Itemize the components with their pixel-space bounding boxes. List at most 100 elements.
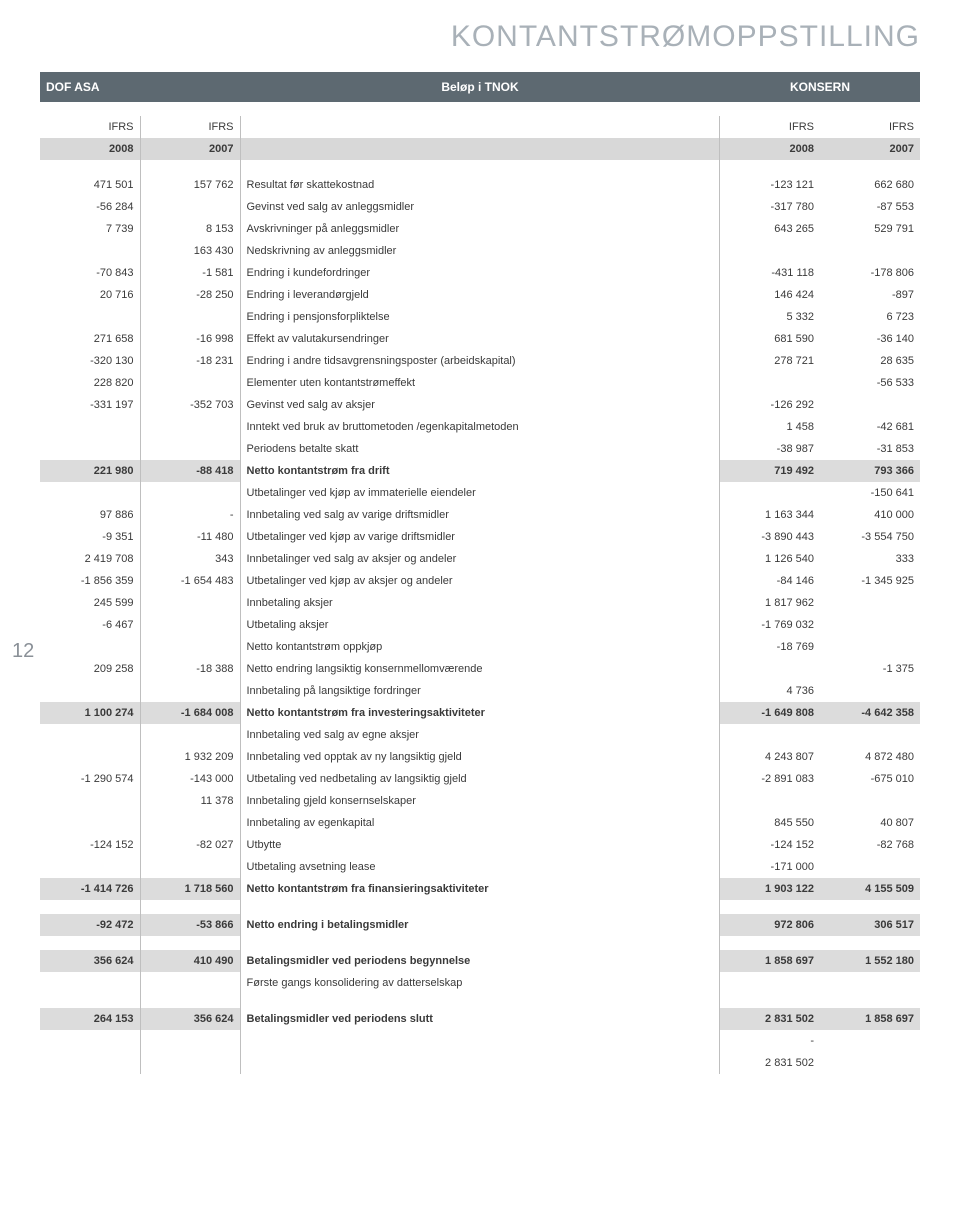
cell-c4: 662 680	[820, 174, 920, 196]
cell-desc: Betalingsmidler ved periodens slutt	[240, 1008, 720, 1030]
cell-c2	[140, 680, 240, 702]
table-row: 245 599Innbetaling aksjer1 817 962	[40, 592, 920, 614]
cell-c1: -320 130	[40, 350, 140, 372]
table-row: Periodens betalte skatt-38 987-31 853	[40, 438, 920, 460]
cell-c1	[40, 972, 140, 994]
table-row: Inntekt ved bruk av bruttometoden /egenk…	[40, 416, 920, 438]
cell-c4: -4 642 358	[820, 702, 920, 724]
table-row	[40, 994, 920, 1008]
cell-c1: 356 624	[40, 950, 140, 972]
table-row: -	[40, 1030, 920, 1052]
cell-c4: 793 366	[820, 460, 920, 482]
cell-c2	[140, 724, 240, 746]
cell-desc: Netto endring langsiktig konsernmellomvæ…	[240, 658, 720, 680]
cell-desc: Utbetaling ved nedbetaling av langsiktig…	[240, 768, 720, 790]
cell-c1: -331 197	[40, 394, 140, 416]
cell-c3: -123 121	[720, 174, 820, 196]
cell-c4: -3 554 750	[820, 526, 920, 548]
cell-desc: Netto endring i betalingsmidler	[240, 914, 720, 936]
cell-desc: Utbetalinger ved kjøp av aksjer og andel…	[240, 570, 720, 592]
cell-c4: 28 635	[820, 350, 920, 372]
cell-c4	[820, 614, 920, 636]
year-2008: 2008	[720, 138, 820, 160]
cell-c2: 1 718 560	[140, 878, 240, 900]
cell-c2: 157 762	[140, 174, 240, 196]
table-row: 11 378Innbetaling gjeld konsernselskaper	[40, 790, 920, 812]
table-row: -6 467Utbetaling aksjer-1 769 032	[40, 614, 920, 636]
table-row: Utbetalinger ved kjøp av immaterielle ei…	[40, 482, 920, 504]
table-row: Første gangs konsolidering av dattersels…	[40, 972, 920, 994]
cell-c3	[720, 724, 820, 746]
cell-c4: 1 552 180	[820, 950, 920, 972]
cell-c4	[820, 1052, 920, 1074]
ifrs-label: IFRS	[140, 116, 240, 138]
table-row: 209 258-18 388Netto endring langsiktig k…	[40, 658, 920, 680]
cell-c1: -124 152	[40, 834, 140, 856]
cell-c3: -124 152	[720, 834, 820, 856]
cell-c1	[40, 790, 140, 812]
cell-c1	[40, 636, 140, 658]
table-row: 228 820Elementer uten kontantstrømeffekt…	[40, 372, 920, 394]
cell-desc: Innbetaling på langsiktige fordringer	[240, 680, 720, 702]
year-2008: 2008	[40, 138, 140, 160]
cell-c1: -70 843	[40, 262, 140, 284]
cell-c3	[720, 658, 820, 680]
cell-c1	[40, 306, 140, 328]
cell-c4: 6 723	[820, 306, 920, 328]
table-row	[40, 936, 920, 950]
table-row: 7 7398 153Avskrivninger på anleggsmidler…	[40, 218, 920, 240]
cell-c2: -143 000	[140, 768, 240, 790]
page-title: KONTANTSTRØMOPPSTILLING	[40, 20, 920, 54]
cell-c1: 471 501	[40, 174, 140, 196]
cell-c1: 2 419 708	[40, 548, 140, 570]
cell-c4: -675 010	[820, 768, 920, 790]
cell-c4: 4 155 509	[820, 878, 920, 900]
cell-c2: 11 378	[140, 790, 240, 812]
cell-c1: -1 856 359	[40, 570, 140, 592]
cell-c4: -56 533	[820, 372, 920, 394]
cell-c3: -1 769 032	[720, 614, 820, 636]
cell-c1	[40, 724, 140, 746]
cell-c2: 8 153	[140, 218, 240, 240]
table-row: 1 100 274-1 684 008Netto kontantstrøm fr…	[40, 702, 920, 724]
table-row: Innbetaling på langsiktige fordringer4 7…	[40, 680, 920, 702]
cell-c3: 278 721	[720, 350, 820, 372]
cell-c4	[820, 592, 920, 614]
cell-c1: -1 414 726	[40, 878, 140, 900]
cell-c3: -126 292	[720, 394, 820, 416]
table-row: 2 419 708343Innbetalinger ved salg av ak…	[40, 548, 920, 570]
cell-c3: -38 987	[720, 438, 820, 460]
table-row: 97 886-Innbetaling ved salg av varige dr…	[40, 504, 920, 526]
cell-c2: -1 581	[140, 262, 240, 284]
cell-c1	[40, 680, 140, 702]
cell-c1: 7 739	[40, 218, 140, 240]
cell-c3: -18 769	[720, 636, 820, 658]
cell-c3: 1 903 122	[720, 878, 820, 900]
table-row: Innbetaling ved salg av egne aksjer	[40, 724, 920, 746]
cell-c1: 209 258	[40, 658, 140, 680]
table-row	[40, 900, 920, 914]
cell-c1: -56 284	[40, 196, 140, 218]
table-row: 356 624410 490Betalingsmidler ved period…	[40, 950, 920, 972]
cell-desc: Innbetaling gjeld konsernselskaper	[240, 790, 720, 812]
cell-desc: Inntekt ved bruk av bruttometoden /egenk…	[240, 416, 720, 438]
cell-c2: -	[140, 504, 240, 526]
cell-desc: Innbetaling aksjer	[240, 592, 720, 614]
cell-desc: Utbetalinger ved kjøp av immaterielle ei…	[240, 482, 720, 504]
table-header-dark: DOF ASA Beløp i TNOK KONSERN	[40, 72, 920, 102]
cell-c2: 343	[140, 548, 240, 570]
cell-c4: 333	[820, 548, 920, 570]
cell-c3: 1 163 344	[720, 504, 820, 526]
table-row: 271 658-16 998Effekt av valutakursendrin…	[40, 328, 920, 350]
cell-c1: 97 886	[40, 504, 140, 526]
cell-c4	[820, 790, 920, 812]
cell-c2	[140, 592, 240, 614]
cell-c3	[720, 790, 820, 812]
header-mid: Beløp i TNOK	[240, 72, 720, 102]
cell-c1	[40, 812, 140, 834]
table-row: -92 472-53 866Netto endring i betalingsm…	[40, 914, 920, 936]
cell-c2: -53 866	[140, 914, 240, 936]
cell-c4: 4 872 480	[820, 746, 920, 768]
cell-c1: -9 351	[40, 526, 140, 548]
cell-c1: -6 467	[40, 614, 140, 636]
